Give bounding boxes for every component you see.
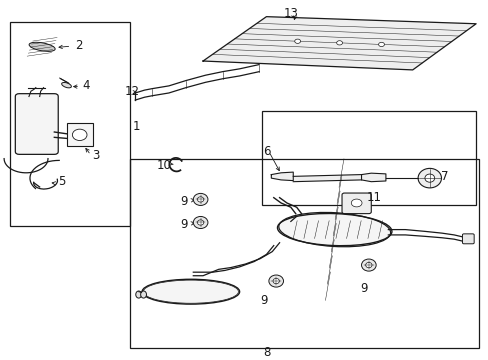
Polygon shape bbox=[271, 172, 293, 181]
Text: 8: 8 bbox=[262, 346, 269, 359]
Ellipse shape bbox=[278, 212, 390, 247]
Text: 11: 11 bbox=[366, 191, 381, 204]
Ellipse shape bbox=[336, 41, 342, 45]
Text: 9: 9 bbox=[360, 282, 367, 294]
Text: 6: 6 bbox=[262, 145, 270, 158]
Ellipse shape bbox=[61, 82, 71, 88]
Ellipse shape bbox=[136, 291, 142, 298]
Ellipse shape bbox=[294, 39, 300, 43]
Bar bbox=[261, 111, 475, 205]
Ellipse shape bbox=[142, 279, 239, 304]
Text: 9: 9 bbox=[180, 218, 187, 231]
FancyBboxPatch shape bbox=[341, 193, 370, 213]
Text: 9: 9 bbox=[180, 195, 187, 208]
Bar bbox=[130, 159, 478, 348]
Text: 1: 1 bbox=[132, 120, 140, 133]
Text: 4: 4 bbox=[82, 79, 90, 93]
Ellipse shape bbox=[417, 168, 441, 188]
Ellipse shape bbox=[365, 262, 371, 268]
Text: 10: 10 bbox=[156, 159, 171, 172]
Text: 5: 5 bbox=[58, 175, 65, 188]
Ellipse shape bbox=[197, 220, 203, 225]
Ellipse shape bbox=[193, 216, 207, 229]
Ellipse shape bbox=[268, 275, 283, 287]
Ellipse shape bbox=[361, 259, 375, 271]
Polygon shape bbox=[293, 175, 361, 182]
Text: 7: 7 bbox=[440, 170, 447, 183]
Polygon shape bbox=[361, 173, 385, 182]
FancyBboxPatch shape bbox=[15, 94, 58, 154]
Ellipse shape bbox=[197, 197, 203, 202]
Polygon shape bbox=[203, 17, 475, 70]
Text: 3: 3 bbox=[92, 149, 99, 162]
Bar bbox=[10, 22, 130, 226]
Text: 13: 13 bbox=[283, 6, 298, 19]
Ellipse shape bbox=[193, 193, 207, 206]
FancyBboxPatch shape bbox=[66, 123, 93, 146]
Ellipse shape bbox=[378, 42, 384, 46]
Ellipse shape bbox=[272, 278, 279, 284]
FancyBboxPatch shape bbox=[462, 234, 473, 244]
Ellipse shape bbox=[72, 129, 87, 140]
Text: 9: 9 bbox=[260, 294, 267, 307]
Ellipse shape bbox=[350, 199, 361, 207]
Text: 12: 12 bbox=[124, 85, 140, 98]
Ellipse shape bbox=[424, 174, 434, 182]
Text: 2: 2 bbox=[75, 39, 82, 51]
Ellipse shape bbox=[29, 42, 55, 51]
Ellipse shape bbox=[141, 291, 146, 298]
